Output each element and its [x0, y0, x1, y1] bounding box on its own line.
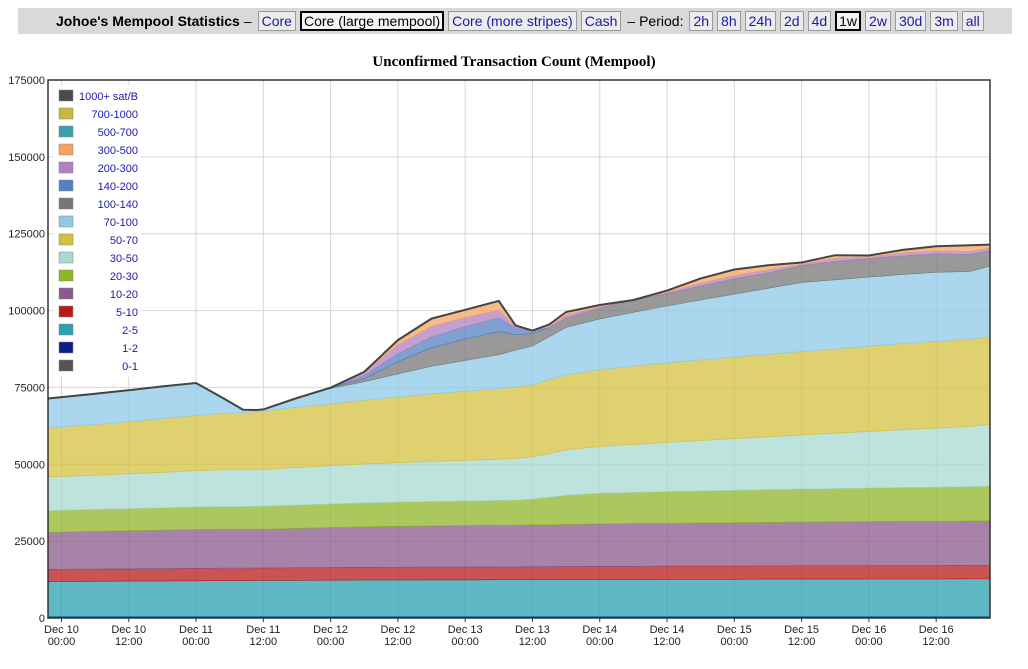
y-tick-label: 25000	[14, 536, 45, 548]
x-tick-label-time: 00:00	[182, 636, 210, 648]
period-2w-link[interactable]: 2w	[865, 11, 891, 31]
chart-title: Unconfirmed Transaction Count (Mempool)	[372, 54, 656, 70]
period-2h-link[interactable]: 2h	[689, 11, 714, 31]
x-tick-label-date: Dec 12	[313, 624, 348, 636]
y-tick-label: 150000	[8, 152, 45, 164]
y-tick-label: 125000	[8, 229, 45, 241]
x-tick-label-date: Dec 14	[650, 624, 685, 636]
navigation-bar: Johoe's Mempool Statistics – Core Core (…	[18, 8, 1012, 34]
x-tick-label-time: 12:00	[250, 636, 278, 648]
legend-swatch-1000-sat-b	[58, 89, 74, 102]
x-tick-label-date: Dec 10	[44, 624, 79, 636]
period-1w-link[interactable]: 1w	[835, 11, 862, 31]
legend-swatch-70-100	[58, 215, 74, 228]
legend-label-1000-sat-b: 1000+ sat/B	[79, 91, 138, 103]
x-tick-label-date: Dec 15	[784, 624, 819, 636]
legend-label-200-300: 200-300	[98, 163, 138, 175]
x-tick-label-time: 00:00	[586, 636, 614, 648]
period-30d-link[interactable]: 30d	[894, 11, 927, 31]
x-tick-label-time: 00:00	[855, 636, 883, 648]
legend-label-5-10: 5-10	[116, 307, 138, 319]
y-tick-label: 75000	[14, 382, 45, 394]
x-tick-label-time: 00:00	[451, 636, 479, 648]
x-tick-label-date: Dec 12	[380, 624, 415, 636]
legend-label-10-20: 10-20	[110, 289, 138, 301]
total-outline	[47, 243, 991, 412]
legend-swatch-50-70	[58, 233, 74, 246]
view-core-link[interactable]: Core	[257, 11, 296, 31]
period-all-link[interactable]: all	[961, 11, 984, 31]
x-tick-label-time: 12:00	[788, 636, 816, 648]
period-2d-link[interactable]: 2d	[779, 11, 804, 31]
x-tick-label-date: Dec 14	[582, 624, 617, 636]
x-tick-label-time: 12:00	[519, 636, 547, 648]
x-tick-label-date: Dec 16	[851, 624, 886, 636]
legend-swatch-100-140	[58, 197, 74, 210]
title-dash: –	[243, 13, 252, 29]
view-cash-link[interactable]: Cash	[580, 11, 622, 31]
legend-label-70-100: 70-100	[104, 217, 138, 229]
y-axis: 0 25000 50000 75000 100000 125000 150000 175000	[8, 75, 45, 625]
x-tick-label-time: 12:00	[653, 636, 681, 648]
legend-label-0-1: 0-1	[122, 361, 138, 373]
view-core-more-stripes-link[interactable]: Core (more stripes)	[448, 11, 577, 31]
y-tick-label: 50000	[14, 459, 45, 471]
x-tick-label-time: 12:00	[115, 636, 143, 648]
legend-label-1-2: 1-2	[122, 343, 138, 355]
legend-swatch-140-200	[58, 179, 74, 192]
legend-label-20-30: 20-30	[110, 271, 138, 283]
legend-swatch-500-700	[58, 125, 74, 138]
y-tick-label: 100000	[8, 306, 45, 318]
legend-swatch-2-5	[58, 323, 74, 336]
area-series-2-5	[47, 578, 991, 617]
x-tick-label-date: Dec 15	[717, 624, 752, 636]
legend-swatch-200-300	[58, 161, 74, 174]
legend-swatch-30-50	[58, 251, 74, 264]
site-title: Johoe's Mempool Statistics	[56, 13, 240, 29]
view-core-large-mempool-link[interactable]: Core (large mempool)	[299, 11, 445, 31]
x-tick-label-time: 12:00	[922, 636, 950, 648]
x-tick-label-date: Dec 11	[246, 624, 280, 636]
legend-swatch-20-30	[58, 269, 74, 282]
legend-label-100-140: 100-140	[98, 199, 138, 211]
x-tick-label-time: 12:00	[384, 636, 412, 648]
legend-swatch-0-1	[58, 359, 74, 372]
period-24h-link[interactable]: 24h	[744, 11, 776, 31]
x-tick-label-date: Dec 11	[179, 624, 213, 636]
legend: 1000+ sat/B 700-1000 500-700 300-500 200-300…	[53, 85, 141, 377]
x-tick-label-time: 00:00	[721, 636, 749, 648]
y-tick-label: 175000	[8, 75, 45, 87]
period-8h-link[interactable]: 8h	[717, 11, 741, 31]
legend-label-50-70: 50-70	[110, 235, 138, 247]
legend-label-30-50: 30-50	[110, 253, 138, 265]
x-tick-label-date: Dec 13	[448, 624, 483, 636]
total-outline-line	[47, 243, 991, 412]
x-tick-label-time: 00:00	[48, 636, 76, 648]
legend-swatch-5-10	[58, 305, 74, 318]
legend-swatch-1-2	[58, 341, 74, 354]
period-label: – Period:	[627, 13, 684, 29]
legend-swatch-300-500	[58, 143, 74, 156]
x-tick-label-date: Dec 10	[111, 624, 146, 636]
legend-swatch-10-20	[58, 287, 74, 300]
x-tick-label-date: Dec 13	[515, 624, 550, 636]
legend-label-700-1000: 700-1000	[92, 109, 139, 121]
plot-frame	[47, 79, 991, 619]
period-3m-link[interactable]: 3m	[930, 11, 958, 31]
y-tick-label: 0	[39, 613, 45, 625]
legend-label-2-5: 2-5	[122, 325, 138, 337]
legend-label-140-200: 140-200	[98, 181, 138, 193]
legend-swatch-700-1000	[58, 107, 74, 120]
x-tick-label-time: 00:00	[317, 636, 345, 648]
legend-label-300-500: 300-500	[98, 145, 138, 157]
legend-label-500-700: 500-700	[98, 127, 138, 139]
x-tick-label-date: Dec 16	[919, 624, 954, 636]
period-4d-link[interactable]: 4d	[807, 11, 832, 31]
